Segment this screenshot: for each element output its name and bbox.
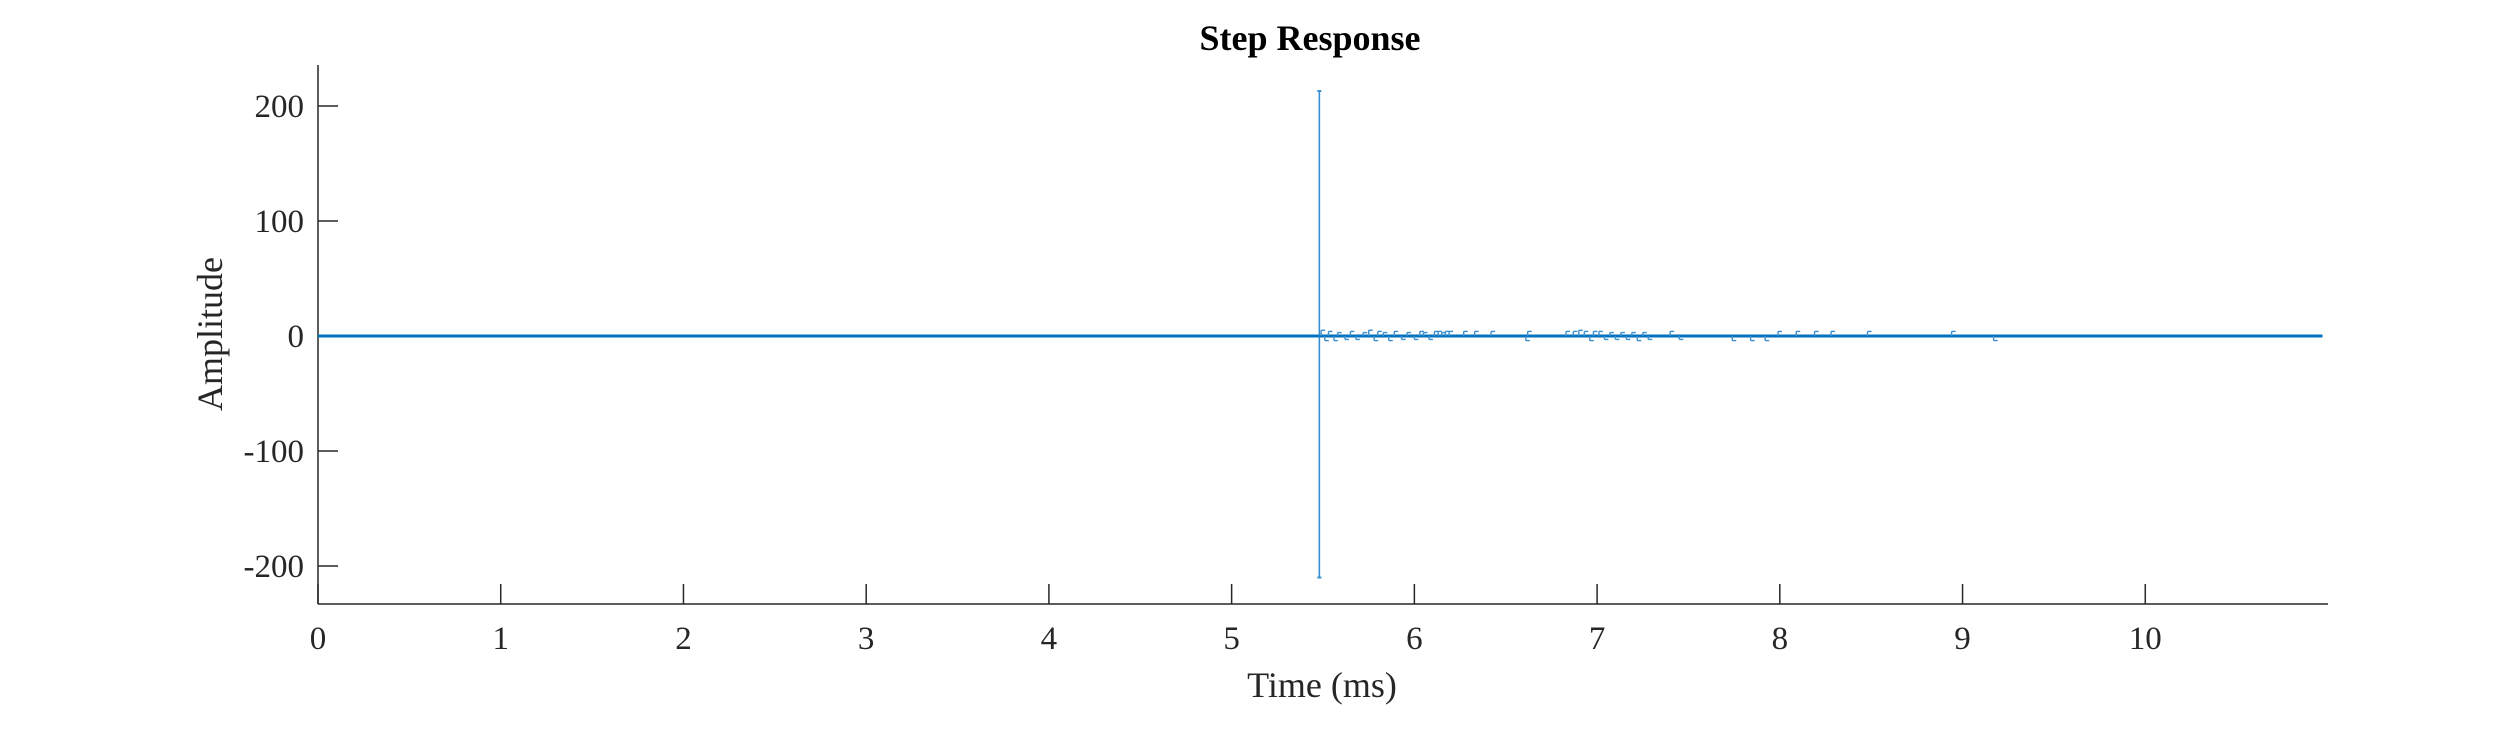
x-tick-label: 9 bbox=[1954, 621, 1971, 657]
x-tick-label: 7 bbox=[1589, 621, 1606, 657]
plot-area bbox=[318, 90, 2323, 579]
chart-title: Step Response bbox=[1199, 18, 1420, 58]
y-tick-label: 0 bbox=[288, 319, 305, 355]
y-ticks: 200 100 0 -100 -200 bbox=[244, 89, 338, 585]
x-tick-label: 1 bbox=[492, 621, 509, 657]
x-ticks: 0 1 2 3 4 5 6 7 8 9 10 bbox=[310, 584, 2162, 657]
y-tick-label: 100 bbox=[255, 204, 305, 240]
y-axis-label: Amplitude bbox=[190, 257, 230, 411]
x-tick-label: 5 bbox=[1223, 621, 1240, 657]
x-tick-label: 3 bbox=[858, 621, 875, 657]
y-tick-label: -200 bbox=[244, 549, 305, 585]
y-tick-label: -100 bbox=[244, 434, 305, 470]
x-axis-label: Time (ms) bbox=[1247, 665, 1397, 705]
x-tick-label: 10 bbox=[2129, 621, 2162, 657]
x-tick-label: 8 bbox=[1772, 621, 1789, 657]
y-tick-label: 200 bbox=[255, 89, 305, 125]
x-tick-label: 6 bbox=[1406, 621, 1423, 657]
x-tick-label: 2 bbox=[675, 621, 692, 657]
x-tick-label: 0 bbox=[310, 621, 327, 657]
x-tick-label: 4 bbox=[1041, 621, 1058, 657]
